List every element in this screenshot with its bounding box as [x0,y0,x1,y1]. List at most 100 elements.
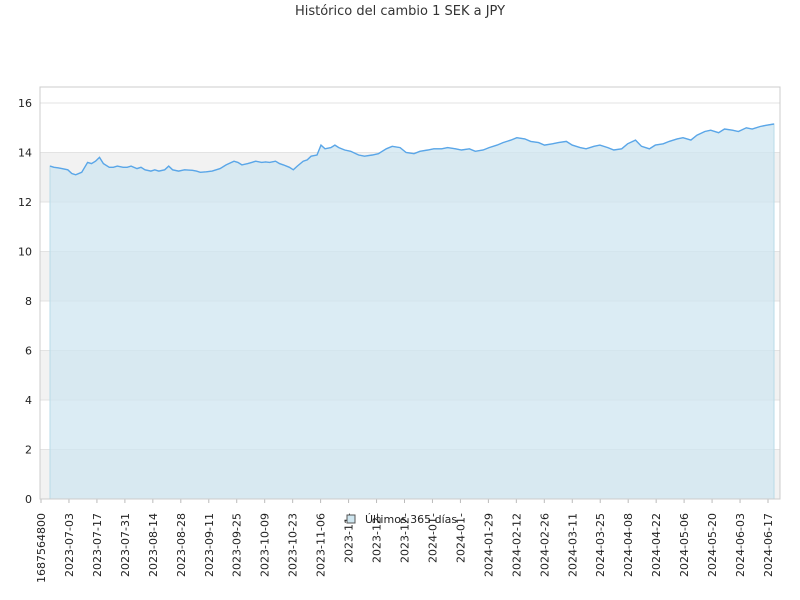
data-point [773,123,775,125]
x-tick-label: 2023-07-17 [91,513,104,577]
data-point [419,150,421,152]
data-point [53,166,55,168]
data-point [164,169,166,171]
data-point [682,137,684,139]
data-point [543,144,545,146]
data-point [67,169,69,171]
data-point [199,171,201,173]
x-tick-label: 2024-06-03 [734,513,747,577]
data-point [363,155,365,157]
y-tick-label: 10 [18,246,32,259]
data-point [385,148,387,150]
data-point [585,148,587,150]
data-point [130,165,132,167]
data-point [565,140,567,142]
data-point [310,155,312,157]
data-point [696,134,698,136]
series-line [49,123,775,176]
data-point [61,167,63,169]
plot-top-band [40,87,780,103]
data-point [112,166,114,168]
data-point [108,166,110,168]
data-point [599,144,601,146]
data-point [510,139,512,141]
data-point [690,139,692,141]
x-tick-label: 2023-10-23 [287,513,300,577]
data-point [324,148,326,150]
data-point [731,129,733,131]
x-tick-label: 2023-08-28 [175,513,188,577]
data-point [90,162,92,164]
data-point [634,139,636,141]
data-point [621,148,623,150]
data-point [302,160,304,162]
legend-swatch[interactable] [346,514,356,524]
data-point [668,140,670,142]
legend-label: Últimos 365 días [365,513,457,526]
data-point [334,144,336,146]
data-point [278,162,280,164]
data-point [474,150,476,152]
data-point [261,161,263,163]
data-point [613,149,615,151]
data-point [268,161,270,163]
y-tick-label: 0 [25,493,32,506]
data-point [154,169,156,171]
data-point [377,153,379,155]
legend: Últimos 365 días [346,513,457,526]
data-point [158,170,160,172]
data-point [237,161,239,163]
data-point [371,154,373,156]
data-point [427,149,429,151]
x-tick-label: 2023-12- [399,513,412,563]
data-point [737,130,739,132]
x-tick-label: 2023-08-14 [147,513,160,577]
data-point [344,149,346,151]
data-point [94,160,96,162]
data-point [338,146,340,148]
y-tick-label: 6 [25,345,32,358]
x-tick-label: 2024-01- [454,513,467,563]
x-tick-label: 2024-06-17 [762,513,775,577]
x-tick-label: 2024-03-11 [566,513,579,577]
y-tick-label: 12 [18,196,32,209]
x-tick-label: 2024-02-26 [538,513,551,577]
data-point [98,156,100,158]
data-point [441,148,443,150]
data-point [296,165,298,167]
x-tick-label: 2023-07-31 [119,513,132,577]
data-point [241,164,243,166]
x-tick-label: 2024-05-06 [678,513,691,577]
data-point [320,144,322,146]
data-point [49,165,51,167]
data-point [195,170,197,172]
data-point [454,148,456,150]
data-point [662,143,664,145]
data-point [704,130,706,132]
data-point [717,132,719,134]
chart-title: Histórico del cambio 1 SEK a JPY [295,4,505,19]
data-point [86,161,88,163]
data-point [136,167,138,169]
x-tick-label: 2023-11- [343,513,356,563]
data-point [648,148,650,150]
data-point [530,140,532,142]
data-point [102,162,104,164]
y-tick-label: 4 [25,394,32,407]
x-tick-label: 2023-11-06 [315,513,328,577]
data-point [488,146,490,148]
data-point [81,171,83,173]
data-point [316,154,318,156]
series-area-fill [49,123,775,500]
data-point [626,143,628,145]
data-point [413,153,415,155]
data-point [482,149,484,151]
data-point [745,127,747,129]
x-axis-ticks: 1687564800 2023-07-03 2023-07-17 2023-07-31… [35,499,775,583]
data-point [255,160,257,162]
data-point [264,161,266,163]
y-tick-label: 16 [18,97,32,110]
data-point [71,172,73,174]
x-tick-label: 2023-09-11 [203,513,216,577]
